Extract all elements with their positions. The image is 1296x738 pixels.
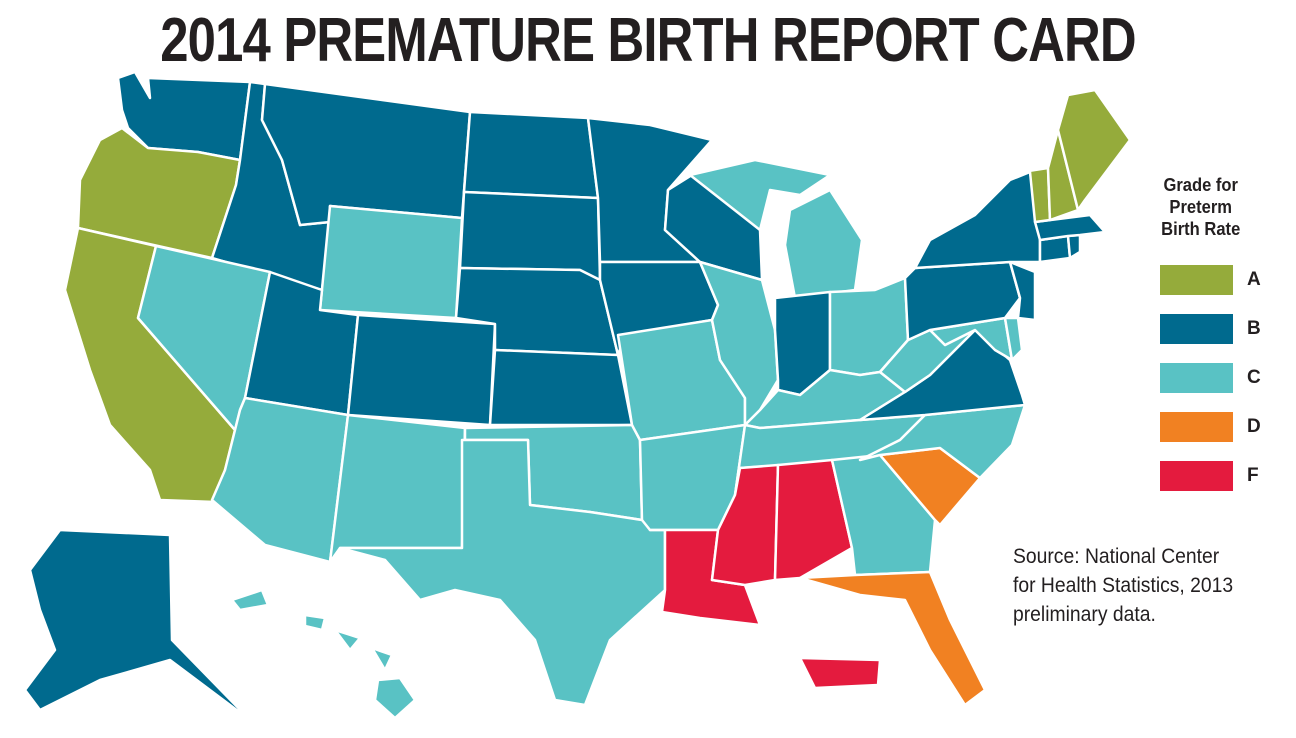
state-hawaii — [230, 588, 417, 720]
state-alabama — [773, 458, 854, 582]
state-north-carolina — [858, 403, 1027, 480]
state-new-mexico — [328, 413, 467, 564]
state-maine — [1056, 88, 1132, 212]
state-wyoming — [318, 204, 464, 320]
state-colorado — [346, 313, 497, 427]
state-north-dakota — [462, 110, 600, 200]
state-texas — [338, 438, 667, 707]
legend-swatch — [1160, 265, 1233, 295]
legend-item-c: C — [1140, 363, 1290, 412]
state-montana — [260, 82, 472, 227]
legend-item-a: A — [1140, 265, 1290, 314]
state-new-york — [913, 170, 1042, 270]
legend-swatch — [1160, 363, 1233, 393]
legend-swatch — [1160, 461, 1233, 491]
legend-label: D — [1247, 416, 1261, 437]
legend-title-line: Birth Rate — [1161, 219, 1241, 239]
state-kansas — [488, 348, 634, 427]
source-line: preliminary data. — [1013, 603, 1156, 626]
legend-swatch — [1160, 412, 1233, 442]
source-line: Source: National Center — [1013, 545, 1220, 568]
legend-label: F — [1247, 465, 1259, 486]
map-title: 2014 PREMATURE BIRTH REPORT CARD — [160, 6, 1136, 75]
legend-label: A — [1247, 269, 1261, 290]
state-massachusetts — [1033, 213, 1107, 242]
source-line: for Health Statistics, 2013 — [1013, 574, 1234, 597]
state-south-dakota — [458, 190, 602, 282]
legend-item-f: F — [1140, 461, 1290, 510]
state-new-jersey — [1008, 260, 1037, 322]
legend-item-b: B — [1140, 314, 1290, 363]
legend-title: Grade for Preterm Birth Rate — [1140, 174, 1261, 240]
legend-label: B — [1247, 318, 1261, 339]
state-puerto-rico — [798, 656, 882, 690]
state-vermont — [1020, 166, 1052, 224]
legend-swatch — [1160, 314, 1233, 344]
legend: Grade for Preterm Birth Rate A B C D F — [1140, 174, 1290, 510]
legend-title-line: Grade for — [1163, 175, 1238, 195]
state-delaware — [1003, 316, 1024, 362]
legend-label: C — [1247, 367, 1261, 388]
source-note: Source: National Center for Health Stati… — [1013, 542, 1271, 629]
legend-item-d: D — [1140, 412, 1290, 461]
state-alaska — [23, 528, 252, 722]
legend-title-line: Preterm — [1169, 197, 1233, 217]
state-florida — [798, 570, 987, 707]
state-rhode-island — [1066, 233, 1082, 260]
